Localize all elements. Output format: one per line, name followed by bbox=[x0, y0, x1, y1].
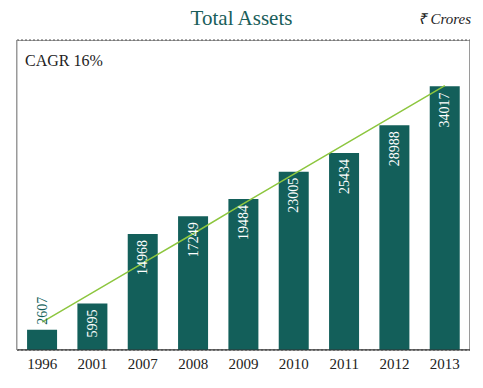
svg-text:2009: 2009 bbox=[229, 356, 259, 372]
svg-text:23005: 23005 bbox=[286, 178, 301, 213]
svg-text:25434: 25434 bbox=[337, 159, 352, 194]
svg-text:2013: 2013 bbox=[430, 356, 460, 372]
html-text:Total Assets: Total Assets bbox=[190, 6, 293, 30]
svg-text:2008: 2008 bbox=[178, 356, 208, 372]
svg-text:2011: 2011 bbox=[329, 356, 358, 372]
svg-text:1996: 1996 bbox=[27, 356, 58, 372]
svg-text:2010: 2010 bbox=[279, 356, 309, 372]
svg-text:34017: 34017 bbox=[437, 92, 452, 127]
svg-text:5995: 5995 bbox=[85, 310, 100, 338]
svg-text:17249: 17249 bbox=[186, 222, 201, 257]
html-text:CAGR 16%: CAGR 16% bbox=[25, 52, 103, 69]
svg-text:2607: 2607 bbox=[35, 297, 50, 325]
svg-text:19484: 19484 bbox=[236, 205, 251, 240]
svg-text:28988: 28988 bbox=[387, 131, 402, 166]
html-text:₹ Crores: ₹ Crores bbox=[417, 11, 471, 27]
svg-text:2007: 2007 bbox=[128, 356, 159, 372]
svg-text:2001: 2001 bbox=[78, 356, 108, 372]
svg-text:14968: 14968 bbox=[135, 240, 150, 275]
svg-text:2012: 2012 bbox=[380, 356, 410, 372]
